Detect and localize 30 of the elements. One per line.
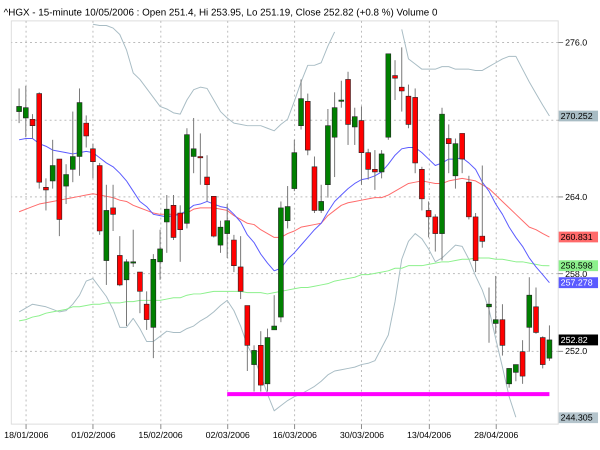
candlestick [43,178,49,211]
x-tick-label: 15/02/2006 [138,430,183,440]
text: 252.82 [560,334,588,345]
x-tick-label: 01/02/2006 [71,430,116,440]
y-tick-label: 264.0 [565,192,588,202]
candlestick [398,46,404,112]
y-tick-label: 258.0 [565,268,588,279]
data-label: 258.598 [560,260,593,271]
y-tick-label: 252.0 [565,346,588,356]
y-tick-label: 276.0 [565,38,588,48]
data-label: 260.831 [560,232,593,242]
text: 244.305 [560,412,593,423]
chart-title: ^HGX - 15-minute 10/05/2006 : Open 251.4, Hi 253.95, Lo 251.19, Close 252.82 (+0.8 %) Volume 0 [4,7,438,18]
data-label: 270.252 [560,110,593,121]
x-tick-label: 30/03/2006 [340,430,384,440]
x-tick-label: 16/03/2006 [272,430,318,440]
line-series [18,257,550,322]
candlestick [137,272,143,314]
data-label: 257.278 [560,278,593,288]
candlestick [486,287,492,344]
line-series [18,178,550,238]
candlestick [204,154,210,202]
x-tick-label: 18/01/2006 [4,430,49,440]
x-tick-label: 28/04/2006 [474,430,518,440]
candlestick [271,294,277,330]
line-series [18,138,550,284]
candlestick [90,143,96,179]
x-tick-label: 02/03/2006 [206,430,250,440]
x-tick-label: 13/04/2006 [406,430,452,440]
line-series [18,233,516,418]
